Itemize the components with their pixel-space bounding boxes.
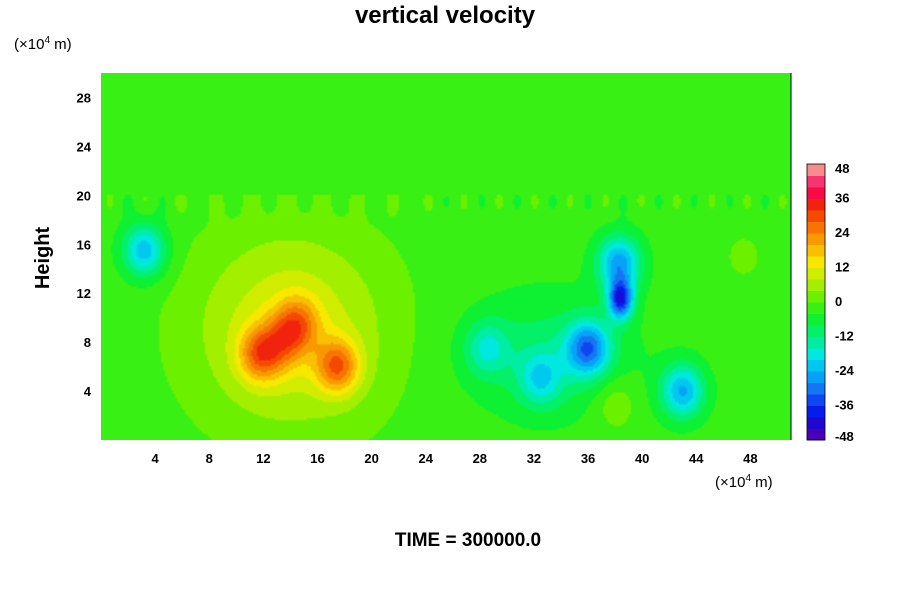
x-tick-label: 40 [635,451,649,466]
y-axis-label: Height [32,227,54,290]
colorbar-segment [807,359,825,372]
x-tick-label: 44 [689,451,704,466]
x-tick-label: 8 [206,451,213,466]
heatmap-image [101,73,791,440]
colorbar-segment [807,233,825,245]
colorbar-segment [807,175,825,188]
colorbar-segment [807,382,825,395]
colorbar-segment [807,198,825,211]
x-tick-label: 28 [473,451,487,466]
colorbar-label: -12 [835,329,854,344]
colorbar-label: 0 [835,294,842,309]
x-tick-label: 16 [310,451,324,466]
time-label: TIME = 300000.0 [394,530,542,551]
colorbar-border [806,163,826,441]
x-tick-label: 4 [152,451,160,466]
x-tick-label: 20 [364,451,378,466]
colorbar-label: 36 [835,191,849,206]
colorbar-segment [807,221,825,234]
colorbar-label: 12 [835,260,849,275]
colorbar-label: -36 [835,398,854,413]
colorbar-segment [807,302,825,314]
x-tick-labels: 4 8 12 16 20 24 28 32 36 40 44 48 [152,451,758,466]
colorbar-segment [807,428,825,441]
colorbar-label: -48 [835,429,854,444]
y-tick-label: 24 [77,139,92,154]
y-tick-labels: 4 8 12 16 20 24 28 [77,90,92,399]
colorbar-segment [807,325,825,337]
colorbar-label: -24 [835,363,855,378]
colorbar [806,163,826,441]
x-axis-unit: (×104 m) [715,473,773,491]
colorbar-segment [807,210,825,222]
x-tick-label: 24 [418,451,433,466]
chart-title: vertical velocity [355,2,536,29]
y-tick-label: 8 [84,335,91,350]
colorbar-segment [807,164,825,176]
colorbar-segment [807,348,825,360]
colorbar-segment [807,394,825,406]
x-tick-label: 48 [743,451,757,466]
colorbar-segment [807,336,825,349]
colorbar-segment [807,279,825,291]
colorbar-segment [807,371,825,383]
colorbar-segment [807,405,825,418]
colorbar-segment [807,417,825,429]
x-tick-label: 12 [256,451,270,466]
y-tick-label: 16 [77,237,91,252]
y-axis-unit: (×104 m) [14,35,72,53]
y-tick-label: 12 [77,286,91,301]
colorbar-segment [807,187,825,199]
colorbar-segment [807,313,825,326]
y-tick-label: 4 [84,384,92,399]
x-tick-label: 32 [527,451,541,466]
y-tick-label: 28 [77,90,91,105]
colorbar-segment [807,290,825,303]
colorbar-segment [807,256,825,268]
colorbar-label: 24 [835,225,850,240]
x-tick-label: 36 [581,451,595,466]
colorbar-labels: 48 36 24 12 0 -12 -24 -36 -48 [835,161,855,444]
colorbar-segment [807,267,825,280]
colorbar-label: 48 [835,161,849,176]
colorbar-segment [807,244,825,257]
plot-area [101,73,792,440]
y-tick-label: 20 [77,188,91,203]
